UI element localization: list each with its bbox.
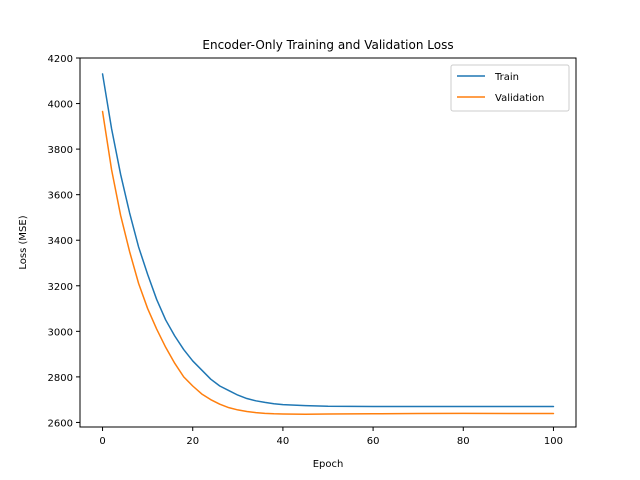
- legend-label: Validation: [495, 93, 544, 104]
- series-line-validation: [101, 110, 555, 415]
- x-tick-label: 60: [367, 436, 380, 447]
- y-tick-label: 4000: [48, 100, 73, 111]
- y-tick-label: 2800: [48, 373, 73, 384]
- y-tick-label: 4200: [48, 54, 73, 65]
- plot-frame: [79, 57, 577, 428]
- x-tick-label: 80: [457, 436, 470, 447]
- y-axis: 2600 2800 3000 3200 3400 3600 3800 4000 4200: [48, 54, 80, 429]
- x-tick-label: 0: [99, 436, 105, 447]
- series-line-train: [101, 73, 555, 408]
- y-axis-label: Loss (MSE): [18, 215, 29, 269]
- y-tick-label: 3000: [48, 327, 73, 338]
- y-tick-label: 2600: [48, 418, 73, 429]
- legend-label: Train: [494, 72, 519, 83]
- y-tick-label: 3800: [48, 145, 73, 156]
- y-tick-label: 3600: [48, 191, 73, 202]
- chart-title: Encoder-Only Training and Validation Los…: [202, 38, 453, 52]
- x-tick-label: 100: [544, 436, 563, 447]
- y-tick-label: 3400: [48, 236, 73, 247]
- plot-lines: [101, 73, 555, 415]
- legend: Train Validation: [450, 64, 570, 112]
- x-tick-label: 40: [277, 436, 290, 447]
- y-tick-label: 3200: [48, 282, 73, 293]
- x-axis-label: Epoch: [313, 459, 344, 470]
- x-tick-label: 20: [186, 436, 199, 447]
- x-axis: 0 20 40 60 80 100: [99, 427, 563, 447]
